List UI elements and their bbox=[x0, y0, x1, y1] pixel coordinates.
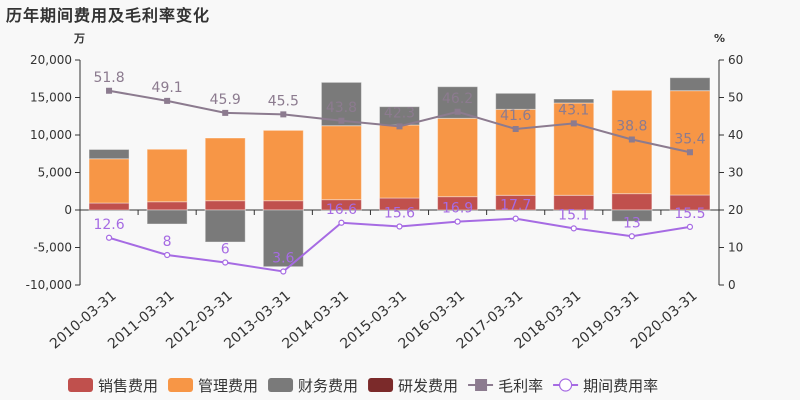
data-label-毛利率: 49.1 bbox=[152, 80, 183, 96]
legend-marker bbox=[558, 378, 573, 392]
point-期间费用率 bbox=[628, 233, 635, 240]
right-tick-label: 60 bbox=[728, 53, 743, 67]
bar-管理费用 bbox=[553, 102, 595, 196]
point-期间费用率 bbox=[396, 223, 403, 230]
data-label-期间费用率: 6 bbox=[221, 242, 230, 258]
legend-swatch bbox=[268, 378, 294, 392]
point-期间费用率 bbox=[512, 215, 519, 222]
bar-销售费用 bbox=[495, 194, 537, 211]
legend-label: 期间费用率 bbox=[583, 377, 658, 395]
point-毛利率 bbox=[222, 109, 229, 116]
data-label-期间费用率: 12.6 bbox=[93, 217, 124, 233]
data-label-毛利率: 41.6 bbox=[500, 108, 531, 124]
bar-财务费用 bbox=[669, 77, 711, 92]
data-label-期间费用率: 16.6 bbox=[326, 202, 357, 218]
data-label-期间费用率: 16.9 bbox=[442, 201, 473, 217]
point-毛利率 bbox=[454, 108, 461, 115]
point-毛利率 bbox=[396, 123, 403, 130]
point-期间费用率 bbox=[454, 218, 461, 225]
bar-财务费用 bbox=[262, 209, 304, 268]
point-期间费用率 bbox=[570, 225, 577, 232]
left-tick-label: 0 bbox=[64, 203, 72, 217]
bar-财务费用 bbox=[146, 209, 188, 225]
point-毛利率 bbox=[338, 117, 345, 124]
left-tick-label: 15,000 bbox=[30, 91, 72, 105]
bar-管理费用 bbox=[437, 117, 479, 198]
point-毛利率 bbox=[164, 97, 171, 104]
bar-管理费用 bbox=[262, 129, 304, 202]
legend-label: 毛利率 bbox=[498, 377, 543, 395]
chart-title: 历年期间费用及毛利率变化 bbox=[6, 6, 211, 25]
bar-销售费用 bbox=[146, 201, 188, 211]
data-label-毛利率: 51.8 bbox=[93, 70, 124, 86]
point-毛利率 bbox=[512, 126, 519, 132]
bar-管理费用 bbox=[495, 108, 537, 196]
point-毛利率 bbox=[570, 120, 577, 127]
left-tick-label: 20,000 bbox=[30, 53, 72, 67]
legend-swatch bbox=[68, 378, 93, 392]
right-tick-label: 40 bbox=[728, 128, 743, 142]
left-tick-label: 5,000 bbox=[38, 166, 72, 180]
bar-管理费用 bbox=[320, 125, 362, 201]
point-期间费用率 bbox=[338, 219, 345, 226]
bar-财务费用 bbox=[495, 92, 537, 110]
point-毛利率 bbox=[280, 111, 287, 118]
data-label-毛利率: 43.1 bbox=[558, 102, 589, 118]
legend-label: 销售费用 bbox=[98, 377, 158, 395]
data-label-毛利率: 35.4 bbox=[674, 131, 705, 147]
data-label-期间费用率: 15.1 bbox=[558, 207, 589, 223]
point-期间费用率 bbox=[280, 268, 287, 275]
legend-label: 研发费用 bbox=[398, 377, 458, 395]
bar-管理费用 bbox=[204, 137, 246, 202]
bar-管理费用 bbox=[669, 90, 711, 196]
bar-财务费用 bbox=[553, 98, 595, 104]
bar-管理费用 bbox=[88, 158, 130, 204]
right-tick-label: 20 bbox=[728, 203, 743, 217]
point-期间费用率 bbox=[686, 223, 694, 230]
data-label-毛利率: 45.9 bbox=[210, 92, 241, 108]
left-tick-label: 10,000 bbox=[30, 128, 72, 142]
bar-销售费用 bbox=[553, 194, 595, 211]
data-label-期间费用率: 3.6 bbox=[272, 251, 294, 267]
data-label-毛利率: 42.3 bbox=[384, 105, 415, 121]
legend-swatch bbox=[368, 378, 394, 392]
point-毛利率 bbox=[686, 149, 693, 156]
data-label-期间费用率: 13 bbox=[623, 215, 641, 231]
data-label-毛利率: 45.5 bbox=[268, 93, 299, 109]
data-label-毛利率: 43.8 bbox=[326, 100, 357, 116]
legend-label: 财务费用 bbox=[298, 377, 358, 395]
bar-财务费用 bbox=[611, 209, 653, 222]
bar-财务费用 bbox=[204, 209, 246, 243]
left-axis-unit: 万 bbox=[73, 32, 85, 45]
legend-label: 管理费用 bbox=[198, 377, 258, 395]
left-tick-label: -10,000 bbox=[26, 278, 72, 292]
left-tick-label: -5,000 bbox=[33, 241, 72, 255]
bar-财务费用 bbox=[88, 148, 130, 160]
bar-管理费用 bbox=[146, 148, 188, 203]
right-tick-label: 10 bbox=[728, 241, 743, 255]
bar-销售费用 bbox=[88, 202, 130, 211]
data-label-期间费用率: 8 bbox=[163, 234, 172, 250]
right-tick-label: 30 bbox=[728, 166, 743, 180]
data-label-毛利率: 46.2 bbox=[442, 91, 473, 107]
point-期间费用率 bbox=[164, 251, 171, 259]
legend-swatch bbox=[168, 378, 194, 392]
data-label-期间费用率: 15.6 bbox=[384, 206, 415, 222]
data-label-毛利率: 38.8 bbox=[616, 119, 647, 135]
right-tick-label: 0 bbox=[728, 278, 736, 292]
bar-销售费用 bbox=[611, 193, 653, 211]
right-axis-unit: % bbox=[714, 32, 725, 45]
point-期间费用率 bbox=[222, 259, 229, 266]
point-期间费用率 bbox=[105, 234, 113, 241]
data-label-期间费用率: 15.5 bbox=[674, 206, 705, 222]
bar-管理费用 bbox=[379, 124, 420, 199]
point-毛利率 bbox=[628, 136, 635, 143]
bar-销售费用 bbox=[204, 200, 246, 211]
bar-销售费用 bbox=[262, 200, 304, 211]
right-tick-label: 50 bbox=[728, 91, 743, 105]
point-毛利率 bbox=[106, 87, 113, 94]
legend-marker bbox=[475, 379, 488, 391]
data-label-期间费用率: 17.7 bbox=[500, 198, 531, 214]
